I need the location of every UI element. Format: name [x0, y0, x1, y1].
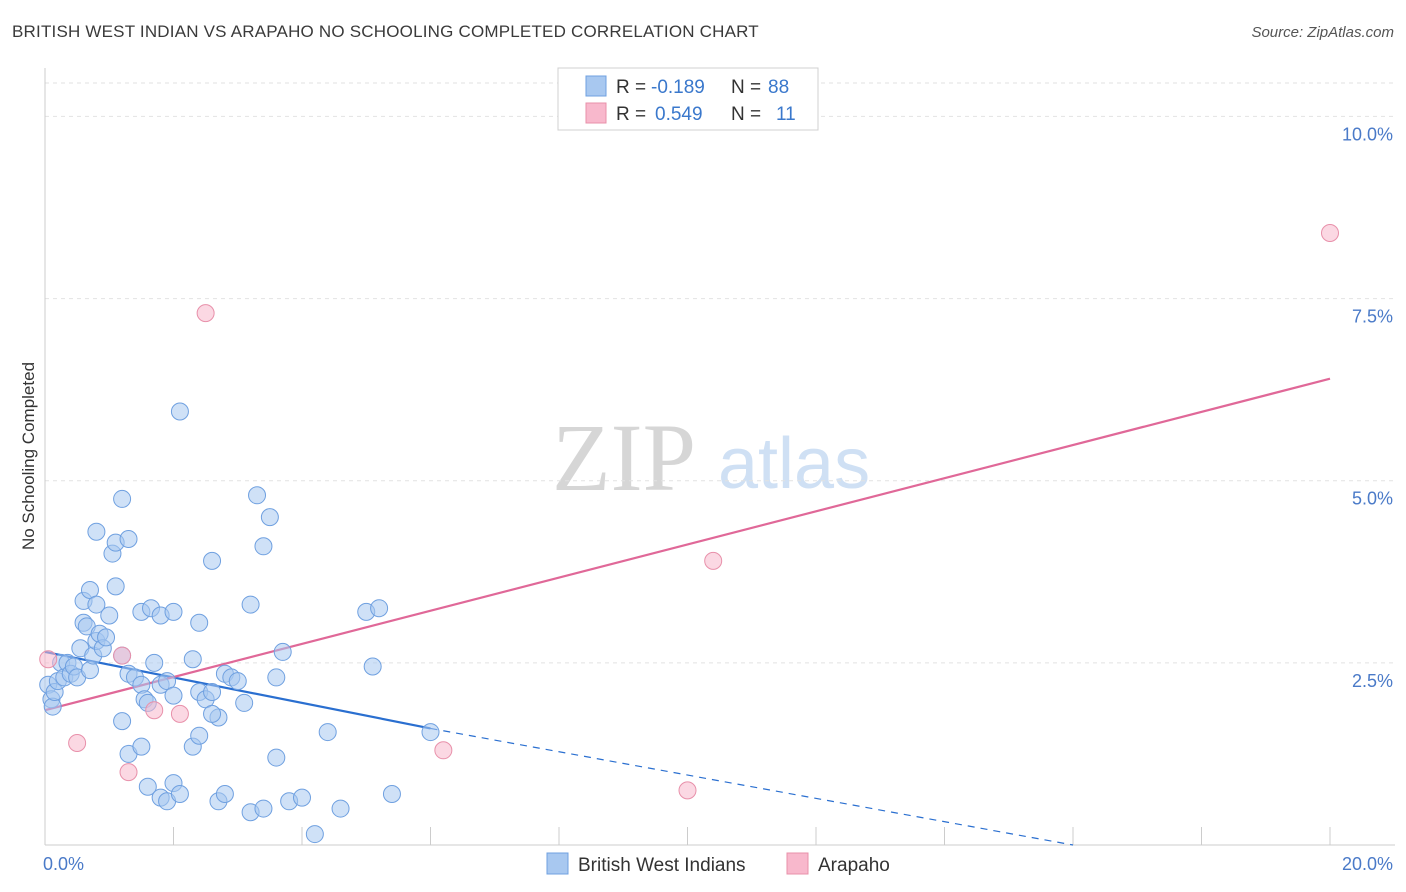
- point-british-west-indians-39: [164, 686, 183, 705]
- x-tick-label-0: 0.0%: [43, 854, 84, 874]
- point-british-west-indians-52: [228, 672, 247, 691]
- point-british-west-indians-33: [132, 675, 151, 694]
- legend-r-label-2: R =: [616, 104, 646, 125]
- legend-r-value-2: 0.549: [655, 104, 703, 125]
- point-british-west-indians-59: [273, 642, 292, 661]
- point-british-west-indians-72: [215, 785, 234, 803]
- point-british-west-indians-23: [100, 606, 119, 625]
- bottom-legend-swatch-british-west-indians: [546, 852, 569, 875]
- point-british-west-indians-54: [241, 595, 260, 614]
- point-british-west-indians-78: [305, 825, 324, 844]
- point-british-west-indians-43: [164, 602, 183, 621]
- x-tick-label-1: 20.0%: [1342, 854, 1393, 874]
- y-tick-label-1: 5.0%: [1352, 489, 1393, 509]
- point-british-west-indians-70: [203, 704, 222, 723]
- point-arapaho-3: [119, 763, 138, 782]
- point-arapaho-10: [1321, 224, 1339, 242]
- point-british-west-indians-29: [119, 530, 138, 548]
- point-british-west-indians-45: [183, 650, 202, 669]
- y-tick-label-2: 7.5%: [1352, 307, 1393, 327]
- legend-swatch-british-west-indians: [585, 75, 607, 97]
- point-arapaho-8: [678, 781, 697, 800]
- point-british-west-indians-44: [170, 402, 189, 421]
- point-british-west-indians-86: [190, 613, 209, 632]
- point-british-west-indians-83: [370, 599, 389, 618]
- grid-lines: [45, 82, 1395, 664]
- point-arapaho-9: [704, 551, 723, 570]
- legend-swatch-arapaho: [585, 102, 607, 124]
- point-british-west-indians-82: [363, 657, 382, 676]
- point-british-west-indians-58: [267, 668, 286, 687]
- legend-n-label-1: N =: [731, 77, 761, 98]
- point-british-west-indians-67: [170, 785, 189, 803]
- chart-title: BRITISH WEST INDIAN VS ARAPAHO NO SCHOOL…: [12, 22, 759, 41]
- point-arapaho-4: [145, 701, 164, 720]
- point-british-west-indians-77: [293, 788, 311, 807]
- point-arapaho-5: [170, 704, 189, 723]
- point-british-west-indians-48: [203, 683, 222, 701]
- point-british-west-indians-57: [260, 508, 279, 527]
- bottom-legend-label-british-west-indians: British West Indians: [578, 855, 746, 876]
- point-arapaho-1: [68, 734, 87, 752]
- point-british-west-indians-80: [331, 799, 350, 818]
- point-british-west-indians-84: [382, 785, 401, 803]
- watermark-zip: ZIP: [552, 404, 696, 511]
- legend-n-value-2: 11: [776, 104, 796, 125]
- bottom-legend-swatch-arapaho: [786, 852, 809, 875]
- point-british-west-indians-56: [254, 537, 273, 556]
- legend-r-label-1: R =: [616, 77, 646, 98]
- point-arapaho-6: [196, 304, 215, 323]
- series-legend: British West Indians Arapaho: [546, 852, 890, 876]
- legend-r-value-1: -0.189: [651, 77, 705, 98]
- point-british-west-indians-60: [113, 712, 132, 731]
- trend-lines: [44, 377, 1331, 846]
- point-arapaho-2: [113, 646, 132, 665]
- y-tick-label-0: 2.5%: [1352, 671, 1393, 691]
- point-british-west-indians-22: [87, 595, 106, 614]
- tick-labels: 2.5% 5.0% 7.5% 10.0% 0.0% 20.0%: [43, 124, 1393, 874]
- y-axis-label: No Schooling Completed: [19, 362, 38, 550]
- point-british-west-indians-75: [267, 748, 286, 767]
- bottom-legend-label-arapaho: Arapaho: [818, 855, 890, 876]
- point-british-west-indians-53: [235, 693, 254, 712]
- point-british-west-indians-69: [190, 726, 209, 745]
- trend-line-1: [44, 377, 1331, 712]
- point-british-west-indians-79: [318, 723, 337, 742]
- point-british-west-indians-25: [87, 522, 106, 541]
- point-british-west-indians-14: [80, 661, 99, 680]
- point-british-west-indians-62: [132, 737, 151, 756]
- point-british-west-indians-28: [113, 489, 132, 508]
- point-british-west-indians-85: [421, 723, 440, 742]
- point-arapaho-7: [434, 741, 453, 760]
- trend-line-0: [44, 650, 431, 730]
- point-british-west-indians-87: [203, 551, 222, 570]
- point-british-west-indians-55: [248, 486, 267, 505]
- trend-line-extension-0: [430, 727, 1074, 846]
- point-british-west-indians-24: [106, 577, 125, 596]
- source-label: Source: ZipAtlas.com: [1251, 24, 1394, 41]
- point-british-west-indians-74: [254, 799, 273, 818]
- watermark-atlas: atlas: [718, 424, 870, 504]
- point-british-west-indians-36: [145, 653, 164, 672]
- y-tick-label-3: 10.0%: [1342, 124, 1393, 144]
- legend-n-value-1: 88: [768, 77, 789, 98]
- point-british-west-indians-19: [97, 628, 116, 647]
- point-arapaho-0: [39, 650, 58, 669]
- legend-n-label-2: N =: [731, 104, 761, 125]
- data-points: [39, 224, 1339, 844]
- axes: [44, 68, 1395, 846]
- correlation-legend: R = -0.189 N = 88 R = 0.549 N = 11: [557, 67, 819, 131]
- point-british-west-indians-63: [138, 777, 157, 796]
